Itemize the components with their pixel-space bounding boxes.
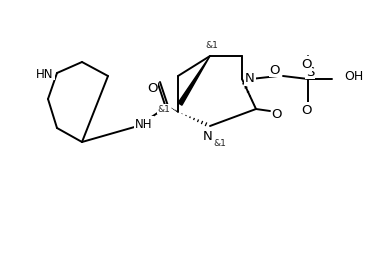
Text: S: S bbox=[306, 65, 314, 78]
Text: OH: OH bbox=[344, 70, 363, 83]
Text: O: O bbox=[301, 104, 311, 117]
Text: O: O bbox=[270, 63, 280, 76]
Text: N: N bbox=[203, 130, 213, 143]
Text: &1: &1 bbox=[214, 138, 226, 147]
Text: O: O bbox=[272, 107, 282, 120]
Text: N: N bbox=[245, 72, 255, 85]
Polygon shape bbox=[178, 57, 210, 106]
Text: &1: &1 bbox=[158, 105, 171, 114]
Text: &1: &1 bbox=[206, 40, 218, 49]
Text: O: O bbox=[147, 81, 157, 94]
Text: NH: NH bbox=[135, 117, 153, 130]
Text: HN: HN bbox=[36, 67, 54, 80]
Text: O: O bbox=[301, 58, 311, 71]
